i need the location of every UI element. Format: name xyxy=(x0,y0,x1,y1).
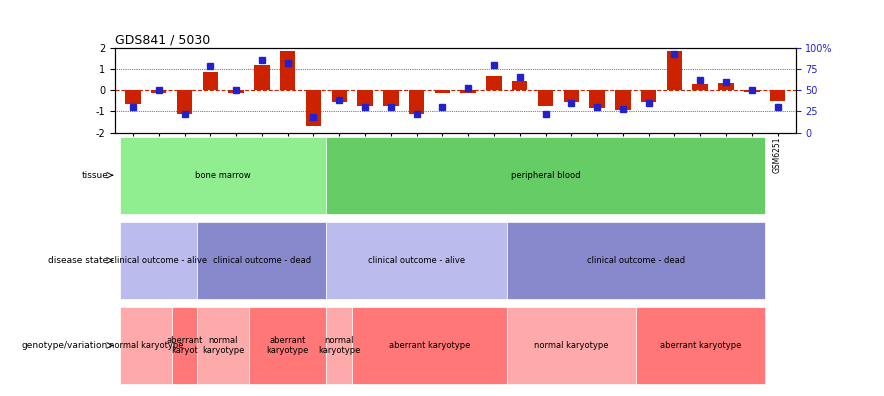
Bar xyxy=(719,83,734,90)
Text: normal karyotype: normal karyotype xyxy=(534,341,608,350)
FancyBboxPatch shape xyxy=(197,222,326,299)
Bar xyxy=(280,51,295,90)
Text: aberrant
karyotype: aberrant karyotype xyxy=(266,336,309,355)
Text: clinical outcome - alive: clinical outcome - alive xyxy=(368,256,465,265)
FancyBboxPatch shape xyxy=(636,307,765,384)
FancyBboxPatch shape xyxy=(507,222,765,299)
Bar xyxy=(615,90,630,110)
Bar xyxy=(537,90,553,106)
Bar xyxy=(357,90,373,106)
FancyBboxPatch shape xyxy=(249,307,326,384)
Bar xyxy=(228,90,244,93)
Text: aberrant karyotype: aberrant karyotype xyxy=(389,341,470,350)
FancyBboxPatch shape xyxy=(120,222,197,299)
Text: normal karyotype: normal karyotype xyxy=(109,341,183,350)
Bar xyxy=(202,72,218,90)
Bar xyxy=(564,90,579,102)
Text: aberrant karyotype: aberrant karyotype xyxy=(659,341,741,350)
Bar xyxy=(126,90,141,104)
Bar xyxy=(332,90,347,102)
Text: clinical outcome - dead: clinical outcome - dead xyxy=(587,256,685,265)
Bar xyxy=(461,90,476,93)
Text: clinical outcome - alive: clinical outcome - alive xyxy=(110,256,208,265)
Bar xyxy=(177,90,193,114)
Text: tissue: tissue xyxy=(81,171,108,180)
Bar xyxy=(667,51,682,90)
Bar xyxy=(435,90,450,93)
FancyBboxPatch shape xyxy=(197,307,249,384)
FancyBboxPatch shape xyxy=(120,137,326,213)
Bar xyxy=(692,84,708,90)
Bar xyxy=(383,90,399,106)
Bar xyxy=(641,90,656,102)
FancyBboxPatch shape xyxy=(120,307,171,384)
FancyBboxPatch shape xyxy=(326,222,507,299)
FancyBboxPatch shape xyxy=(326,137,765,213)
Bar xyxy=(770,90,785,101)
Bar xyxy=(151,90,166,93)
Text: disease state: disease state xyxy=(48,256,108,265)
FancyBboxPatch shape xyxy=(352,307,507,384)
Text: normal
karyotype: normal karyotype xyxy=(202,336,244,355)
Bar xyxy=(409,90,424,114)
Bar xyxy=(590,90,605,108)
Bar xyxy=(512,80,528,90)
Text: bone marrow: bone marrow xyxy=(195,171,251,180)
Bar xyxy=(255,65,270,90)
FancyBboxPatch shape xyxy=(507,307,636,384)
Bar xyxy=(486,76,502,90)
Text: aberrant
karyot: aberrant karyot xyxy=(166,336,202,355)
Text: clinical outcome - dead: clinical outcome - dead xyxy=(213,256,311,265)
Text: peripheral blood: peripheral blood xyxy=(511,171,580,180)
Text: genotype/variation: genotype/variation xyxy=(22,341,108,350)
Text: GDS841 / 5030: GDS841 / 5030 xyxy=(115,33,210,46)
Bar xyxy=(744,90,759,92)
FancyBboxPatch shape xyxy=(171,307,197,384)
Bar xyxy=(306,90,321,126)
FancyBboxPatch shape xyxy=(326,307,352,384)
Text: normal
karyotype: normal karyotype xyxy=(318,336,361,355)
